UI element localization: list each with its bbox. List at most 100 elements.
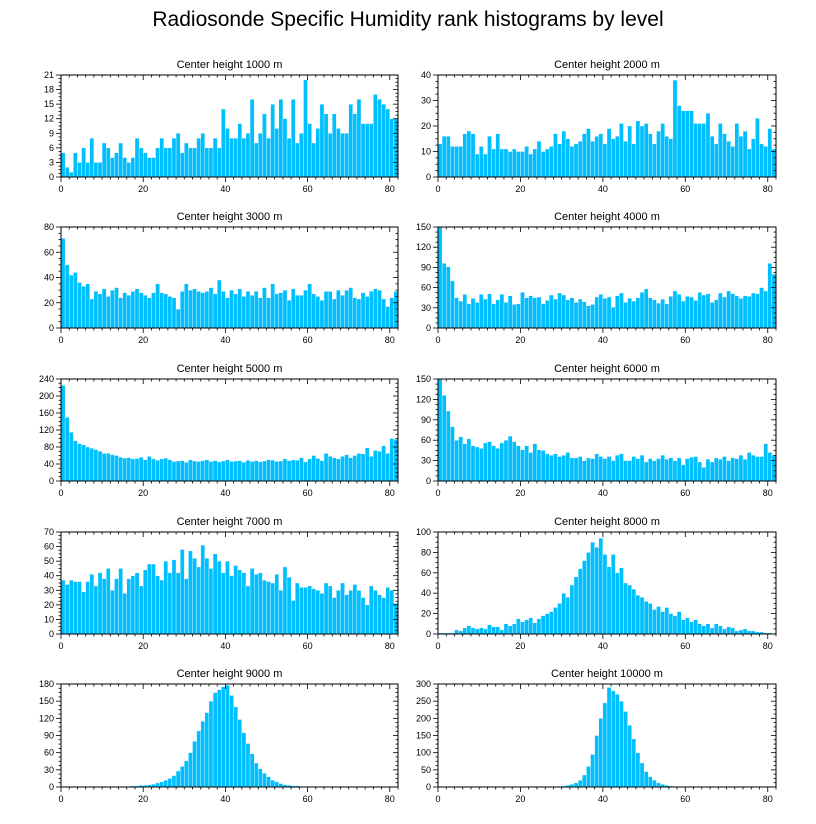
bar — [385, 306, 390, 329]
bar — [713, 457, 719, 482]
bar — [437, 378, 443, 482]
panel-title: Center height 5000 m — [177, 363, 283, 375]
y-tick-label: 150 — [416, 374, 431, 384]
bar — [373, 590, 378, 635]
bar — [344, 133, 349, 178]
bar — [278, 460, 284, 482]
bar — [377, 594, 382, 635]
bar — [635, 297, 641, 329]
panel-4: Center height 4000 m 0 20 40 60 80 0 30 60 90 120 1… — [416, 211, 777, 345]
x-tick-label: 20 — [138, 335, 148, 345]
bar — [643, 601, 649, 635]
bar — [466, 438, 472, 482]
bar — [241, 462, 247, 482]
bar — [441, 136, 447, 178]
bar — [569, 146, 575, 178]
bar — [188, 459, 193, 482]
bar — [544, 453, 550, 482]
bar — [118, 457, 123, 482]
bar — [110, 157, 115, 178]
bar — [561, 454, 566, 482]
bar — [503, 440, 509, 482]
x-tick-label: 60 — [680, 641, 690, 651]
bar — [553, 453, 558, 482]
bar — [730, 293, 735, 329]
bar — [89, 574, 95, 635]
bar — [237, 719, 243, 788]
bar — [759, 456, 764, 482]
bar — [184, 462, 189, 482]
bar — [126, 162, 132, 178]
bar — [249, 753, 255, 788]
bar — [171, 559, 177, 635]
bar — [528, 617, 533, 635]
bar — [336, 289, 341, 329]
bar — [441, 263, 447, 329]
bar — [635, 458, 641, 482]
y-tick-label: 60 — [44, 542, 54, 552]
panel-title: Center height 2000 m — [554, 59, 660, 71]
bar — [81, 444, 86, 482]
bar — [746, 148, 752, 178]
bar — [377, 99, 382, 178]
bar — [643, 288, 649, 329]
bar — [130, 157, 136, 178]
y-tick-label: 0 — [426, 629, 431, 639]
bar — [110, 289, 115, 329]
bar — [619, 123, 624, 178]
bar — [730, 457, 735, 482]
bar — [253, 574, 259, 635]
bar — [175, 572, 181, 635]
bar — [697, 461, 702, 482]
bar — [114, 152, 119, 178]
bar — [245, 291, 251, 329]
bar — [602, 143, 608, 178]
bar — [180, 291, 185, 329]
bar — [544, 148, 550, 178]
bar — [208, 700, 214, 788]
y-tick-label: 40 — [421, 70, 431, 80]
bar — [151, 458, 156, 482]
bar — [188, 147, 193, 178]
bar — [295, 460, 300, 482]
bar — [652, 299, 657, 329]
bar — [701, 467, 707, 482]
x-tick-label: 0 — [58, 641, 63, 651]
y-tick-label: 120 — [39, 713, 54, 723]
bar — [184, 760, 189, 788]
bar — [253, 291, 259, 329]
bar — [507, 435, 513, 482]
bar — [458, 300, 463, 329]
bar — [233, 137, 238, 178]
bar — [344, 454, 349, 482]
bar — [134, 288, 140, 329]
bar — [147, 456, 152, 482]
bar — [619, 700, 624, 788]
bar — [356, 453, 362, 482]
bar — [553, 133, 558, 178]
y-tick-label: 80 — [44, 442, 54, 452]
y-tick-label: 20 — [421, 121, 431, 131]
bar — [340, 295, 345, 329]
bar — [713, 299, 719, 329]
bar — [470, 133, 476, 178]
panel-1: Center height 1000 m 0 20 40 60 80 0 3 6 9 12 15 18 2… — [44, 59, 399, 194]
bar — [122, 457, 127, 482]
bar — [192, 288, 197, 329]
bar — [93, 291, 99, 329]
y-tick-label: 60 — [421, 568, 431, 578]
bar — [369, 123, 374, 178]
bar — [726, 460, 731, 482]
panel-title: Center height 7000 m — [177, 516, 283, 528]
bar — [639, 125, 645, 178]
bar — [474, 628, 480, 635]
y-tick-label: 0 — [49, 476, 54, 486]
bar — [262, 287, 267, 329]
bar — [470, 298, 476, 329]
bar — [319, 593, 325, 635]
bar — [319, 103, 325, 178]
bar — [151, 563, 156, 635]
bar — [241, 296, 247, 329]
bar — [216, 147, 222, 178]
bar — [229, 695, 234, 788]
